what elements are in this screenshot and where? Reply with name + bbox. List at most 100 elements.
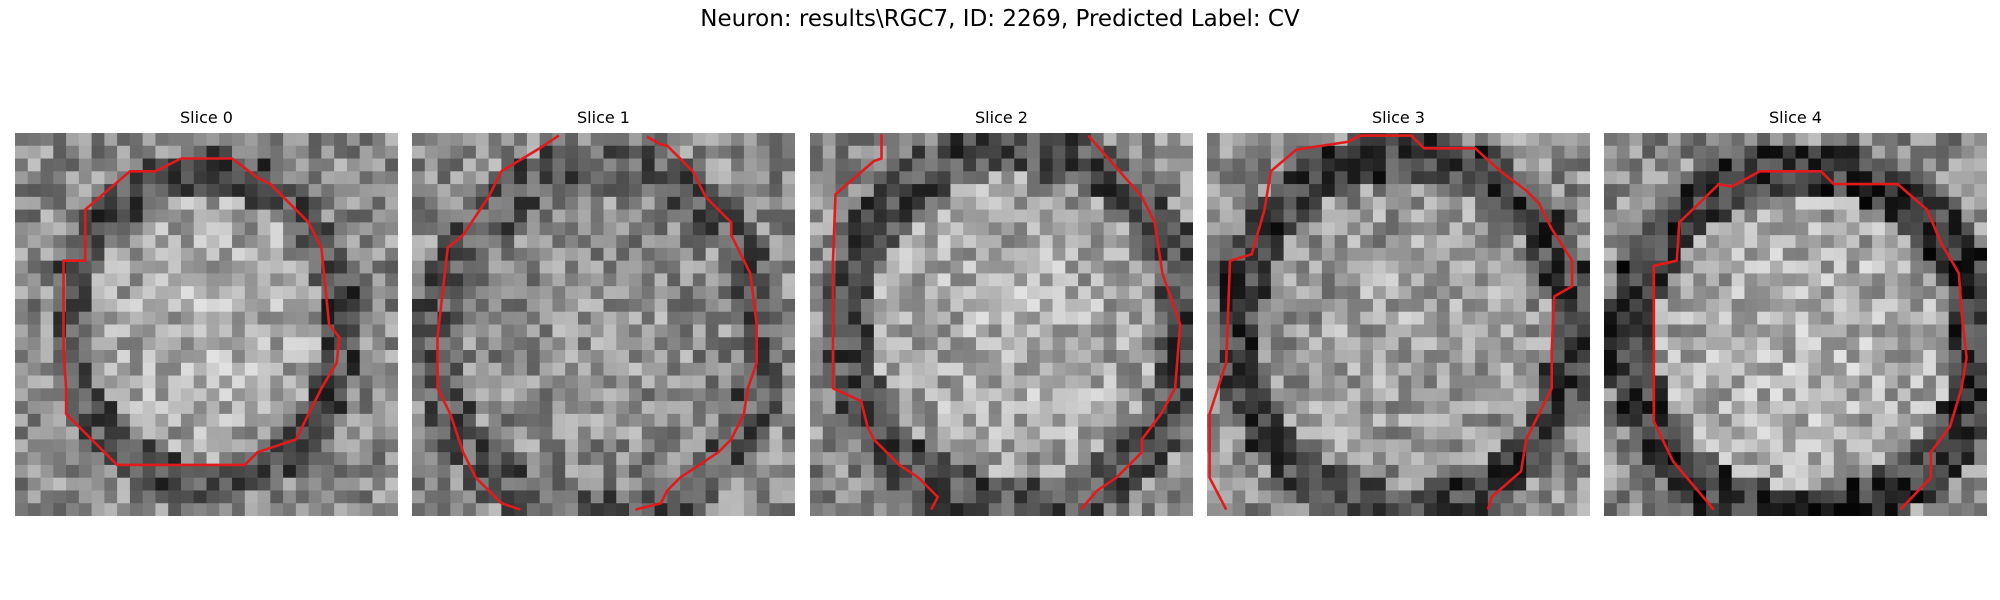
pixel-cell: [385, 222, 398, 236]
pixel-cell: [295, 503, 310, 516]
pixel-cell: [1103, 133, 1117, 147]
pixel-cell: [718, 158, 732, 172]
pixel-cell: [1167, 222, 1181, 236]
pixel-cell: [1090, 362, 1105, 376]
pixel-cell: [1065, 247, 1079, 262]
pixel-cell: [899, 247, 913, 262]
pixel-cell: [718, 490, 732, 504]
pixel-cell: [117, 337, 131, 351]
pixel-cell: [1693, 247, 1707, 262]
pixel-cell: [104, 490, 118, 504]
figure-title: Neuron: results\RGC7, ID: 2269, Predicte…: [700, 6, 1300, 32]
pixel-cell: [1948, 464, 1962, 479]
pixel-cell: [988, 235, 1002, 249]
pixel-cell: [1821, 452, 1835, 466]
pixel-cell: [501, 171, 515, 185]
pixel-cell: [1718, 388, 1733, 402]
pixel-cell: [1360, 375, 1374, 389]
pixel-cell: [1500, 413, 1514, 428]
pixel-cell: [1910, 362, 1924, 376]
pixel-cell: [1372, 235, 1387, 249]
pixel-cell: [1449, 464, 1463, 479]
pixel-cell: [437, 209, 451, 223]
pixel-cell: [1961, 439, 1975, 453]
pixel-cell: [1769, 235, 1784, 249]
pixel-cell: [950, 350, 964, 364]
pixel-cell: [743, 401, 758, 415]
pixel-cell: [912, 388, 926, 402]
pixel-cell: [1078, 375, 1092, 389]
pixel-cell: [53, 413, 67, 428]
pixel-cell: [475, 464, 489, 479]
pixel-cell: [1462, 247, 1476, 262]
pixel-cell: [1424, 452, 1438, 466]
pixel-cell: [1309, 235, 1323, 249]
pixel-cell: [629, 324, 643, 338]
pixel-cell: [1846, 158, 1860, 172]
pixel-cell: [1039, 184, 1053, 198]
pixel-cell: [1052, 145, 1066, 159]
pixel-cell: [1564, 337, 1578, 351]
pixel-cell: [1360, 362, 1374, 376]
pixel-cell: [654, 158, 668, 172]
pixel-cell: [1424, 209, 1438, 223]
pixel-cell: [1385, 247, 1399, 262]
pixel-cell: [1961, 452, 1975, 466]
pixel-cell: [206, 145, 220, 159]
pixel-cell: [1129, 273, 1143, 287]
pixel-cell: [1039, 171, 1053, 185]
pixel-cell: [1577, 158, 1590, 172]
pixel-cell: [1718, 247, 1733, 262]
pixel-cell: [1462, 426, 1476, 440]
pixel-cell: [437, 324, 451, 338]
pixel-cell: [321, 490, 335, 504]
pixel-cell: [861, 439, 875, 453]
pixel-cell: [1577, 222, 1590, 236]
pixel-cell: [667, 298, 681, 313]
pixel-cell: [1897, 209, 1911, 223]
pixel-cell: [1296, 337, 1310, 351]
pixel-cell: [424, 452, 438, 466]
pixel-cell: [963, 184, 977, 198]
pixel-cell: [1706, 388, 1720, 402]
pixel-cell: [1207, 171, 1221, 185]
pixel-cell: [1577, 375, 1590, 389]
pixel-cell: [1052, 477, 1066, 491]
pixel-cell: [1475, 337, 1489, 351]
pixel-cell: [1718, 133, 1733, 147]
pixel-cell: [848, 209, 862, 223]
pixel-cell: [1232, 158, 1246, 172]
pixel-cell: [822, 388, 836, 402]
pixel-cell: [1551, 401, 1565, 415]
pixel-cell: [385, 439, 398, 453]
pixel-cell: [1935, 311, 1950, 325]
pixel-cell: [1757, 235, 1771, 249]
pixel-cell: [412, 311, 426, 325]
pixel-cell: [1680, 171, 1694, 185]
pixel-cell: [680, 133, 694, 147]
pixel-cell: [1884, 273, 1899, 287]
pixel-cell: [180, 439, 195, 453]
pixel-cell: [641, 298, 655, 313]
pixel-cell: [283, 247, 297, 262]
pixel-cell: [1935, 260, 1950, 274]
pixel-cell: [488, 350, 502, 364]
pixel-cell: [1039, 401, 1053, 415]
pixel-cell: [782, 362, 795, 376]
pixel-cell: [1103, 171, 1117, 185]
pixel-cell: [1270, 464, 1284, 479]
pixel-cell: [1296, 490, 1310, 504]
pixel-cell: [565, 184, 579, 198]
pixel-cell: [1782, 298, 1796, 313]
pixel-cell: [1884, 324, 1899, 338]
pixel-cell: [769, 375, 783, 389]
pixel-cell: [924, 350, 939, 364]
pixel-cell: [104, 477, 118, 491]
pixel-cell: [308, 209, 322, 223]
pixel-cell: [1321, 209, 1336, 223]
pixel-cell: [1948, 171, 1962, 185]
pixel-cell: [654, 273, 668, 287]
pixel-cell: [385, 401, 398, 415]
pixel-cell: [731, 337, 745, 351]
pixel-cell: [552, 439, 566, 453]
